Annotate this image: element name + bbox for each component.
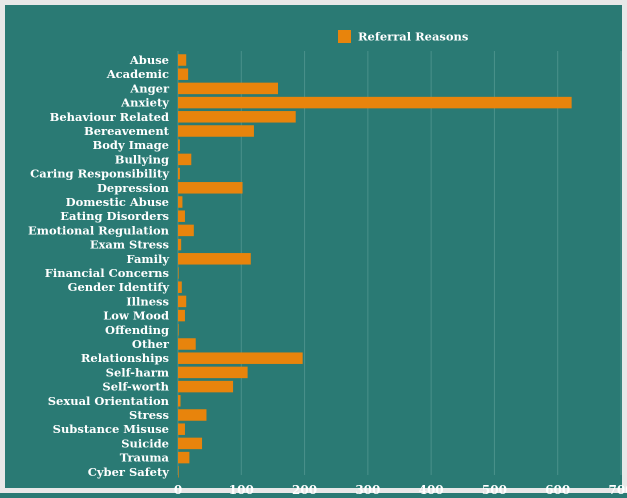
bar	[178, 125, 254, 137]
category-label: Substance Misuse	[53, 422, 169, 436]
x-tick-label: 200	[292, 483, 317, 497]
category-label: Exam Stress	[90, 238, 169, 252]
x-tick-label: 500	[482, 483, 507, 497]
bar	[178, 224, 194, 237]
category-label: Body Image	[93, 138, 169, 152]
category-label: Emotional Regulation	[28, 223, 170, 237]
bar	[178, 295, 187, 308]
legend-swatch	[338, 30, 351, 43]
category-label: Anxiety	[120, 96, 169, 110]
bar	[178, 238, 182, 251]
bar	[178, 324, 179, 336]
bar	[178, 352, 303, 364]
bar	[178, 451, 190, 464]
bars	[178, 54, 572, 478]
x-tick-label: 400	[419, 483, 444, 497]
x-tick-label: 100	[229, 483, 254, 497]
x-axis-tick-labels: 0 100 200 300 400 500 600 700	[174, 483, 627, 497]
bar	[178, 68, 189, 80]
bar	[178, 167, 180, 180]
bar	[178, 253, 251, 265]
category-label: Illness	[126, 294, 169, 308]
category-label: Family	[126, 252, 169, 266]
bar	[178, 153, 192, 166]
x-tick-label: 700	[608, 483, 627, 497]
bar	[178, 96, 572, 109]
category-label: Cyber Safety	[88, 465, 170, 479]
bar	[178, 338, 196, 350]
category-label: Domestic Abuse	[66, 195, 169, 209]
category-label: Self-harm	[106, 365, 169, 379]
category-label: Self-worth	[102, 380, 169, 394]
bar	[178, 395, 181, 407]
category-label: Sexual Orientation	[48, 394, 170, 408]
bar	[178, 54, 187, 66]
bar	[178, 366, 248, 379]
legend: Referral Reasons	[338, 30, 468, 44]
bar	[178, 111, 296, 123]
legend-label: Referral Reasons	[358, 30, 468, 44]
x-tick-label: 0	[174, 483, 182, 497]
category-label: Anger	[129, 81, 170, 95]
bar	[178, 466, 179, 478]
bar	[178, 423, 185, 435]
bar	[178, 309, 185, 322]
category-label: Eating Disorders	[60, 209, 169, 223]
category-label: Gender Identify	[68, 280, 170, 294]
category-label: Abuse	[129, 53, 169, 67]
category-label: Depression	[97, 181, 170, 195]
category-label: Relationships	[81, 351, 169, 365]
x-tick-label: 600	[545, 483, 570, 497]
bar	[178, 409, 207, 421]
bar	[178, 210, 185, 222]
category-label: Academic	[106, 67, 169, 81]
bar	[178, 139, 180, 151]
bar	[178, 82, 278, 95]
bar	[178, 267, 179, 279]
x-tick-label: 300	[355, 483, 380, 497]
bar	[178, 281, 182, 293]
category-label: Bereavement	[84, 124, 170, 138]
category-label: Trauma	[120, 451, 170, 465]
bar	[178, 182, 243, 194]
category-label: Low Mood	[103, 309, 169, 323]
bar	[178, 380, 234, 393]
category-label: Behaviour Related	[50, 110, 169, 124]
bar	[178, 437, 203, 450]
bar	[178, 196, 183, 208]
category-label: Other	[132, 337, 170, 351]
category-label: Bullying	[115, 152, 169, 166]
category-label: Suicide	[121, 436, 169, 450]
category-label: Caring Responsibility	[30, 167, 169, 181]
category-label: Stress	[129, 408, 169, 422]
category-label: Offending	[105, 323, 169, 337]
category-label: Financial Concerns	[45, 266, 169, 280]
